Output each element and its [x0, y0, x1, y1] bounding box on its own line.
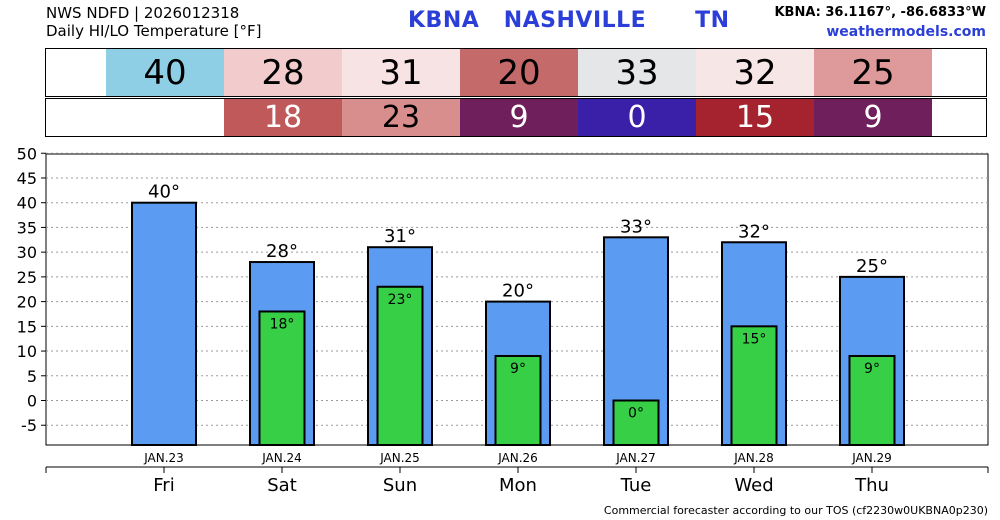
- weekday-label: Sun: [383, 475, 417, 496]
- date-label: JAN.23: [143, 451, 184, 465]
- high-value-label: 32°: [738, 221, 770, 242]
- lo-cell-wed: 15: [696, 99, 814, 136]
- y-tick-label: 20: [17, 293, 37, 312]
- high-value-label: 33°: [620, 216, 652, 237]
- low-bar: [258, 310, 306, 447]
- date-label: JAN.26: [497, 451, 538, 465]
- hi-cell-thu: 25: [814, 49, 932, 96]
- hi-cell-wed: 32: [696, 49, 814, 96]
- lo-cell-sat: 18: [224, 99, 342, 136]
- y-tick-label: 5: [27, 367, 37, 386]
- low-bar: [730, 325, 778, 447]
- high-value-label: 28°: [266, 241, 298, 262]
- site-link[interactable]: weathermodels.com: [826, 24, 986, 40]
- high-temp-strip: 40 28 31 20 33 32 25: [45, 48, 987, 97]
- date-label: JAN.25: [379, 451, 420, 465]
- low-value-label: 0°: [628, 406, 644, 422]
- weekday-label: Tue: [620, 475, 652, 496]
- hi-cell-fri: 40: [106, 49, 224, 96]
- low-value-label: 9°: [510, 361, 526, 377]
- lo-cell-mon: 9: [460, 99, 578, 136]
- station-title: KBNA NASHVILLE TN: [408, 8, 730, 33]
- high-value-label: 40°: [148, 182, 180, 203]
- hi-cell-mon: 20: [460, 49, 578, 96]
- y-tick-label: 45: [17, 169, 37, 188]
- lo-cell-fri: [106, 99, 224, 136]
- low-bar: [376, 285, 424, 447]
- high-value-label: 31°: [384, 226, 416, 247]
- hi-cell-sun: 31: [342, 49, 460, 96]
- y-tick-label: 40: [17, 194, 37, 213]
- weekday-label: Fri: [153, 475, 174, 496]
- y-tick-label: 0: [27, 392, 37, 411]
- hi-cell-tue: 33: [578, 49, 696, 96]
- high-value-label: 25°: [856, 256, 888, 277]
- footer-note: Commercial forecaster according to our T…: [603, 504, 988, 517]
- low-value-label: 9°: [864, 361, 880, 377]
- high-bar: [131, 201, 197, 447]
- low-bar: [494, 354, 542, 447]
- lo-cell-sun: 23: [342, 99, 460, 136]
- date-label: JAN.28: [733, 451, 774, 465]
- y-tick-label: 10: [17, 342, 37, 361]
- weekday-label: Sat: [267, 475, 297, 496]
- y-tick-label: -5: [21, 416, 37, 435]
- high-value-label: 20°: [502, 281, 534, 302]
- date-label: JAN.24: [261, 451, 302, 465]
- temperature-chart: -5 0 5 10 15 20 25 30 35 40 45 50 40° JAN.23 Fri 28° 18°…: [17, 144, 989, 496]
- low-temp-strip: 18 23 9 0 15 9: [45, 98, 987, 137]
- y-tick-label: 50: [17, 144, 37, 163]
- weekday-label: Wed: [734, 475, 773, 496]
- y-tick-label: 15: [17, 317, 37, 336]
- low-bar: [848, 354, 896, 447]
- low-bar: [612, 399, 660, 447]
- weekday-label: Mon: [499, 475, 537, 496]
- low-value-label: 15°: [742, 331, 767, 347]
- weekday-label: Thu: [854, 475, 889, 496]
- date-label: JAN.27: [615, 451, 656, 465]
- lo-cell-thu: 9: [814, 99, 932, 136]
- date-label: JAN.29: [851, 451, 892, 465]
- low-value-label: 18°: [270, 316, 295, 332]
- y-tick-label: 30: [17, 243, 37, 262]
- parameter-line: Daily HI/LO Temperature [°F]: [46, 22, 262, 40]
- hi-cell-sat: 28: [224, 49, 342, 96]
- station-coordinates: KBNA: 36.1167°, -86.6833°W: [774, 5, 986, 20]
- product-line: NWS NDFD | 2026012318: [46, 4, 240, 22]
- lo-cell-tue: 0: [578, 99, 696, 136]
- y-tick-label: 35: [17, 218, 37, 237]
- y-tick-label: 25: [17, 268, 37, 287]
- low-value-label: 23°: [388, 292, 413, 308]
